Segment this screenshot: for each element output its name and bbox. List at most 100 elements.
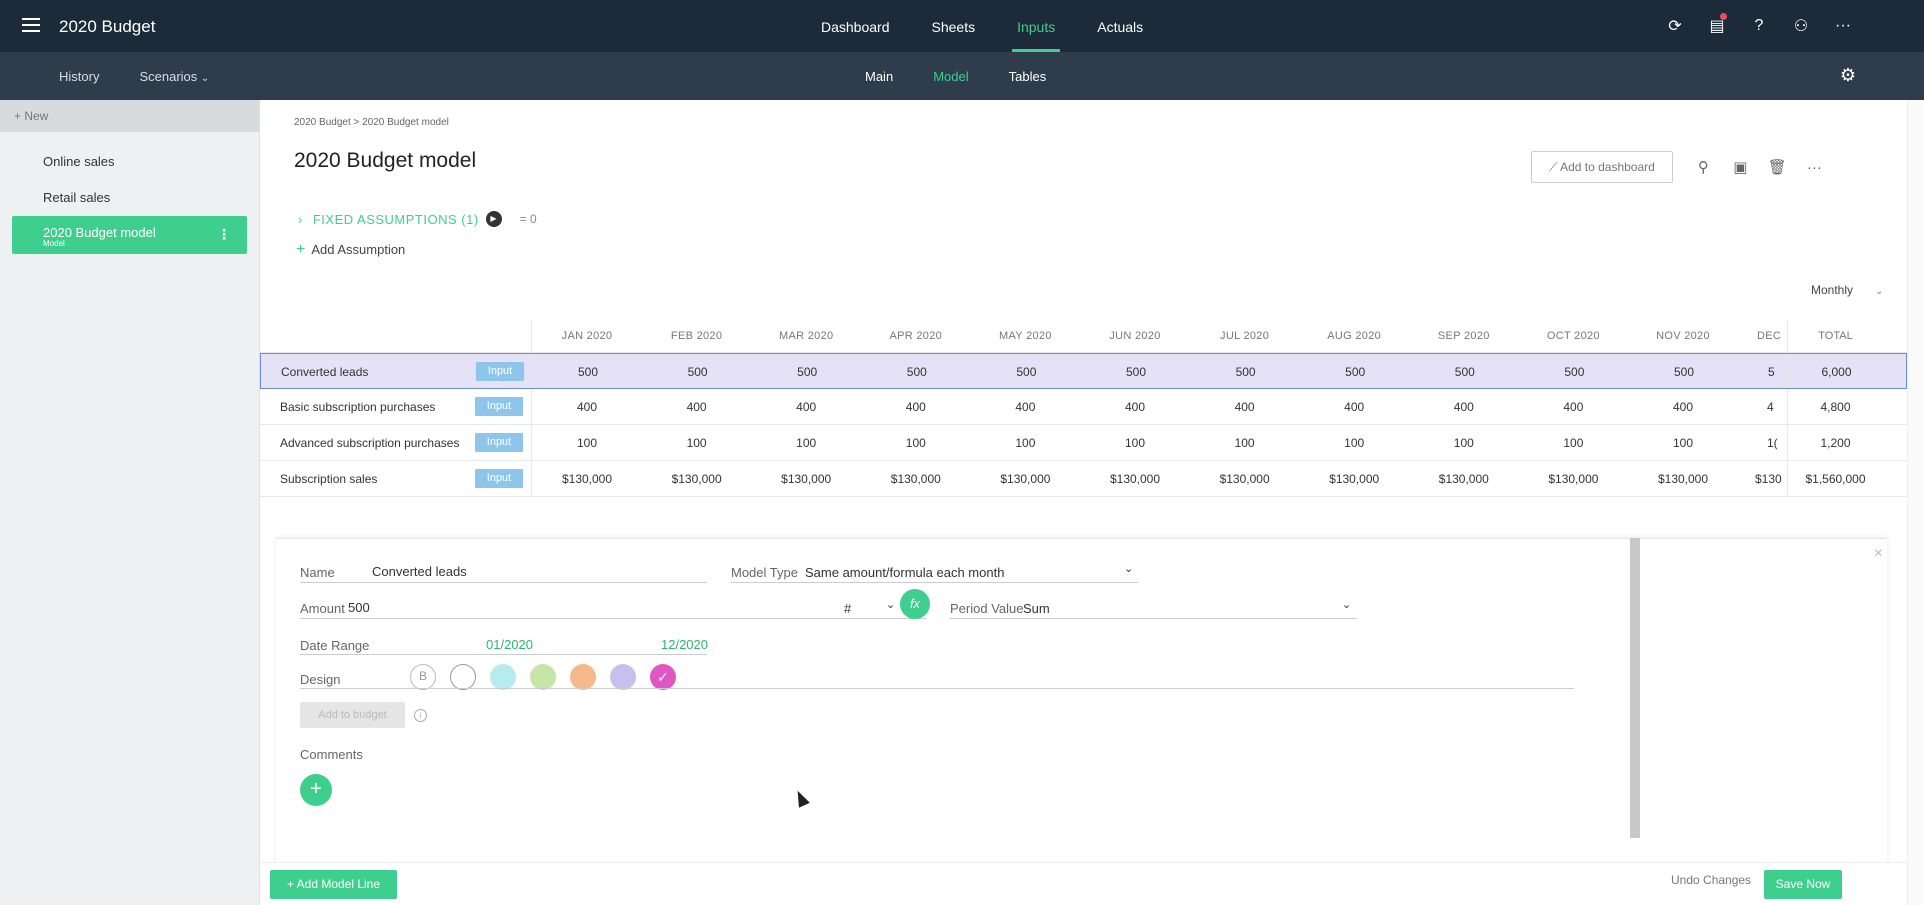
table-cell[interactable]: 400 — [686, 400, 707, 414]
column-header[interactable]: JUN 2020 — [1109, 330, 1161, 342]
chevron-down-icon[interactable]: ⌄ — [886, 599, 896, 611]
panel-scrollbar[interactable] — [1630, 538, 1640, 838]
column-header[interactable]: MAR 2020 — [779, 330, 834, 342]
table-cell[interactable]: $130,000 — [561, 472, 613, 486]
table-cell[interactable]: 100 — [905, 436, 926, 450]
row-name[interactable]: Converted leads — [281, 365, 369, 379]
table-cell[interactable]: 100 — [1672, 436, 1694, 450]
tab-actuals[interactable]: Actuals — [1097, 19, 1144, 35]
menu-icon[interactable] — [22, 18, 40, 32]
table-cell[interactable]: 400 — [1672, 400, 1694, 414]
add-comment-button[interactable]: + — [300, 774, 332, 806]
table-cell[interactable]: 1( — [1767, 436, 1778, 450]
more-icon[interactable]: ··· — [1835, 17, 1851, 34]
table-cell[interactable]: 100 — [686, 436, 707, 450]
column-header[interactable]: FEB 2020 — [670, 330, 723, 342]
fixed-assumptions-toggle[interactable]: › FIXED ASSUMPTIONS (1) ▶ = 0 — [298, 211, 537, 227]
table-cell[interactable]: $130,000 — [1000, 472, 1051, 486]
chevron-down-icon[interactable]: ⌄ — [1342, 599, 1352, 611]
table-row[interactable]: Subscription sales Input $130,000 $130,000 $… — [260, 461, 1907, 497]
table-cell[interactable]: 100 — [1124, 436, 1146, 450]
column-header[interactable]: APR 2020 — [889, 330, 943, 342]
column-header[interactable]: MAY 2020 — [999, 330, 1052, 342]
table-cell[interactable]: 100 — [1015, 436, 1036, 450]
table-cell[interactable]: $130,000 — [890, 472, 941, 486]
table-cell[interactable]: $130,000 — [1219, 472, 1270, 486]
table-cell[interactable]: 400 — [1015, 400, 1036, 414]
table-cell[interactable]: $130,000 — [1548, 472, 1599, 486]
table-cell[interactable]: 500 — [797, 365, 818, 379]
table-cell[interactable]: 500 — [906, 365, 927, 379]
table-cell[interactable]: 400 — [1453, 400, 1474, 414]
table-cell[interactable]: $130,000 — [1109, 472, 1161, 486]
tab-tables[interactable]: Tables — [1008, 68, 1047, 84]
bold-toggle[interactable]: B — [410, 664, 436, 690]
color-swatch[interactable] — [450, 664, 476, 690]
column-header[interactable]: JUL 2020 — [1220, 330, 1270, 342]
table-cell[interactable]: $130,000 — [671, 472, 722, 486]
table-cell[interactable]: 500 — [687, 365, 708, 379]
play-icon[interactable]: ▶ — [485, 211, 502, 227]
add-model-line-button[interactable]: + Add Model Line — [270, 870, 397, 899]
column-header[interactable]: JAN 2020 — [561, 330, 613, 342]
table-cell[interactable]: 500 — [1125, 365, 1147, 379]
save-now-button[interactable]: Save Now — [1764, 870, 1842, 899]
table-cell[interactable]: 100 — [1344, 436, 1365, 450]
sidebar-item-online-sales[interactable]: Online sales — [43, 154, 115, 169]
table-cell[interactable]: $130,000 — [781, 472, 832, 486]
breadcrumb[interactable]: 2020 Budget > 2020 Budget model — [294, 117, 449, 128]
column-header[interactable]: AUG 2020 — [1327, 330, 1382, 342]
color-swatch[interactable] — [490, 664, 516, 690]
users-icon[interactable]: ⚇ — [1793, 18, 1809, 35]
date-end-input[interactable]: 12/2020 — [661, 637, 708, 652]
color-swatch[interactable] — [530, 664, 556, 690]
table-cell[interactable]: 400 — [905, 400, 926, 414]
name-input[interactable]: Converted leads — [372, 564, 467, 579]
table-row[interactable]: Advanced subscription purchases Input 100 1… — [260, 425, 1907, 461]
add-assumption-button[interactable]: + Add Assumption — [296, 241, 405, 259]
tab-sheets[interactable]: Sheets — [931, 19, 976, 35]
sidebar-item-budget-model[interactable]: 2020 Budget model Model ⋮ — [12, 216, 247, 254]
table-cell[interactable]: 400 — [1234, 400, 1255, 414]
table-cell[interactable]: $130 — [1755, 472, 1782, 486]
currency-icon[interactable]: ▣ — [1733, 159, 1748, 176]
table-cell[interactable]: $130,000 — [1329, 472, 1380, 486]
scenarios-dropdown[interactable]: Scenarios ⌄ — [139, 69, 209, 84]
formula-button[interactable]: fx — [900, 589, 930, 619]
close-icon[interactable]: × — [1873, 545, 1883, 562]
location-pin-icon[interactable]: ⚲ — [1697, 159, 1709, 176]
clipboard-icon[interactable]: ▤ — [1696, 13, 1738, 36]
unit-select[interactable]: # — [844, 601, 852, 616]
table-cell[interactable]: $130,000 — [1438, 472, 1489, 486]
table-cell[interactable]: 100 — [796, 436, 817, 450]
chevron-down-icon[interactable]: ⌄ — [1124, 563, 1134, 575]
model-type-select[interactable]: Same amount/formula each month — [805, 565, 1005, 580]
tab-model[interactable]: Model — [933, 68, 969, 84]
column-header[interactable]: DEC — [1757, 330, 1782, 342]
row-name[interactable]: Basic subscription purchases — [280, 400, 436, 414]
info-icon[interactable]: i — [414, 709, 427, 722]
column-header[interactable]: OCT 2020 — [1546, 330, 1600, 342]
color-swatch[interactable] — [610, 664, 636, 690]
table-cell[interactable]: 400 — [1124, 400, 1146, 414]
sidebar-item-retail-sales[interactable]: Retail sales — [43, 190, 111, 205]
sync-icon[interactable]: ⟳ — [1668, 18, 1682, 35]
table-row[interactable]: Converted leads Input 500 500 500 500 500 500 50… — [260, 353, 1907, 389]
amount-input[interactable]: 500 — [348, 600, 370, 615]
table-cell[interactable]: 500 — [1345, 365, 1366, 379]
table-cell[interactable]: 5 — [1768, 365, 1775, 379]
kebab-menu-icon[interactable]: ⋮ — [217, 226, 231, 242]
gear-icon[interactable]: ⚙ — [1839, 65, 1856, 85]
color-swatch[interactable]: ✓ — [650, 664, 676, 690]
table-cell[interactable]: 500 — [1235, 365, 1256, 379]
undo-changes-button[interactable]: Undo Changes — [1671, 873, 1752, 887]
table-cell[interactable]: 400 — [796, 400, 817, 414]
column-header[interactable]: SEP 2020 — [1437, 330, 1490, 342]
table-cell[interactable]: 500 — [1673, 365, 1695, 379]
table-cell[interactable]: 4 — [1767, 400, 1774, 414]
more-icon[interactable]: ··· — [1806, 158, 1822, 176]
column-header[interactable]: NOV 2020 — [1656, 330, 1710, 342]
table-cell[interactable]: 500 — [577, 365, 599, 379]
row-name[interactable]: Advanced subscription purchases — [280, 436, 460, 450]
table-cell[interactable]: 500 — [1454, 365, 1475, 379]
